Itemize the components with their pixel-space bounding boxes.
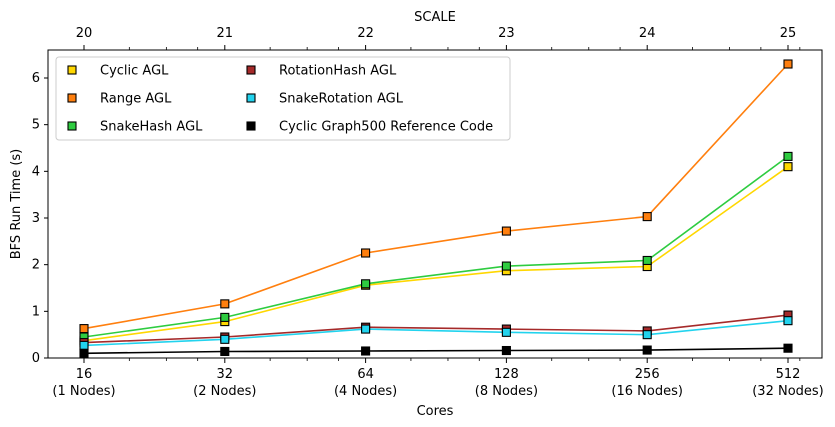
legend-marker [67,65,77,75]
x-tick-sublabel: (32 Nodes) [752,384,824,399]
data-point [783,316,793,326]
x-tick-label: 128 [494,367,519,382]
x-tick-label: 32 [217,367,234,382]
plot-lines [83,63,789,355]
data-point [783,162,793,172]
data-point [501,345,511,356]
data-point [220,334,230,344]
data-point [783,151,793,161]
legend-marker [67,121,77,131]
data-point [642,255,652,266]
data-point [642,212,652,222]
data-point [501,327,511,337]
y-tick-label: 6 [32,71,40,86]
y-axis-title: BFS Run Time (s) [9,149,24,259]
series-line-3 [83,314,789,344]
data-point [783,343,793,353]
series-line-4 [83,319,789,347]
data-point [220,299,230,309]
data-point [783,59,793,69]
x-tick-label: 64 [357,367,374,382]
series-line-0 [83,166,789,342]
x-tick-label: 16 [76,367,93,382]
legend: Cyclic AGL Range AGL SnakeHash AGL Rotation… [55,56,511,141]
legend-label: Cyclic Graph500 Reference Code [279,120,493,135]
plot-markers [79,59,793,358]
x-tick-sublabel: (4 Nodes) [334,384,397,399]
data-point [642,345,652,355]
data-point [501,226,511,236]
data-point [501,261,511,271]
x-axis-title: Cores [417,404,454,419]
series-line-1 [83,63,789,330]
top-tick-label: 20 [76,26,93,41]
top-tick-label: 23 [498,26,515,41]
legend-label: RotationHash AGL [279,64,397,79]
data-point [220,312,230,322]
x-tick-sublabel: (1 Nodes) [52,384,115,399]
y-tick-label: 1 [32,304,40,319]
y-tick-label: 5 [32,118,40,133]
x-tick-label: 512 [776,367,801,382]
legend-box [55,56,511,141]
data-point [220,346,230,357]
legend-marker [67,93,77,103]
legend-label: Range AGL [100,92,172,107]
top-axis-title: SCALE [414,10,456,25]
y-tick-label: 0 [32,351,40,366]
legend-label: SnakeRotation AGL [279,92,404,107]
top-tick-label: 24 [639,26,656,41]
series-line-2 [83,155,789,338]
plot-frame [47,49,823,359]
top-tick-label: 21 [217,26,234,41]
x-tick-sublabel: (16 Nodes) [611,384,683,399]
top-tick-label: 25 [780,26,797,41]
y-tick-label: 3 [32,211,40,226]
legend-label: Cyclic AGL [100,64,169,79]
legend-marker [246,93,256,103]
data-point [361,346,371,356]
data-point [361,248,371,258]
legend-marker [246,121,256,131]
y-tick-label: 4 [32,164,40,179]
x-tick-label: 256 [635,367,660,382]
x-tick-sublabel: (2 Nodes) [193,384,256,399]
data-point [361,324,371,334]
data-point [79,348,89,358]
data-point [361,279,371,289]
data-point [642,330,652,340]
data-point [79,340,89,350]
legend-label: SnakeHash AGL [100,120,203,135]
series-line-5 [83,347,789,355]
top-tick-label: 22 [357,26,374,41]
legend-marker [246,65,256,75]
x-tick-sublabel: (8 Nodes) [475,384,538,399]
y-tick-label: 2 [32,258,40,273]
data-point [79,324,89,334]
